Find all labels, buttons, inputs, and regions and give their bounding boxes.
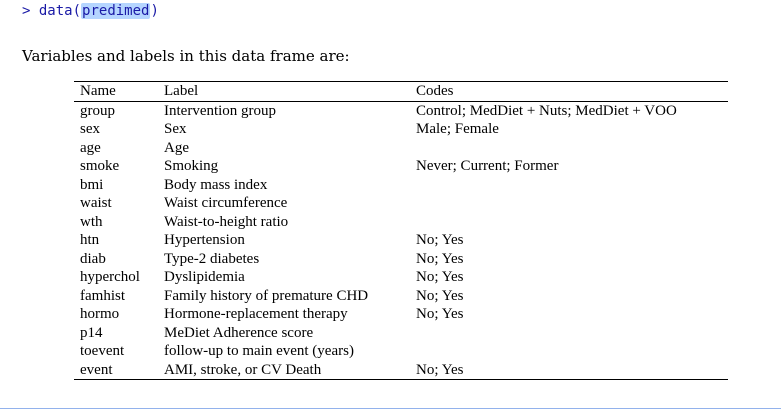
table-row: famhist Family history of premature CHD No… bbox=[74, 287, 728, 306]
cell-name: p14 bbox=[80, 324, 103, 341]
table-row: sex Sex Male; Female bbox=[74, 120, 728, 139]
table-row: age Age bbox=[74, 139, 728, 158]
intro-text: Variables and labels in this data frame … bbox=[22, 47, 350, 65]
cell-codes bbox=[410, 139, 728, 158]
table-row: event AMI, stroke, or CV Death No; Yes bbox=[74, 361, 728, 380]
table-row: smoke Smoking Never; Current; Former bbox=[74, 157, 728, 176]
console-command-line[interactable]: > data(predimed) bbox=[22, 2, 159, 20]
console-close-paren: ) bbox=[150, 3, 159, 19]
cell-label: MeDiet Adherence score bbox=[164, 324, 314, 341]
cell-codes bbox=[410, 342, 728, 361]
header-codes: Codes bbox=[416, 83, 454, 100]
cell-label: Waist-to-height ratio bbox=[164, 213, 289, 230]
cell-codes bbox=[410, 176, 728, 195]
cell-name: event bbox=[80, 361, 113, 378]
cell-name: bmi bbox=[80, 176, 104, 193]
cell-codes bbox=[410, 194, 728, 213]
cell-label: Hormone-replacement therapy bbox=[164, 306, 348, 323]
cell-label: follow-up to main event (years) bbox=[164, 343, 354, 360]
cell-name: toevent bbox=[80, 343, 125, 360]
variables-table-container: Name Label Codes group Intervention group… bbox=[74, 81, 728, 380]
table-row: toevent follow-up to main event (years) bbox=[74, 342, 728, 361]
cell-name: diab bbox=[80, 250, 106, 267]
console-function-call: data( bbox=[38, 3, 82, 19]
cell-codes: No; Yes bbox=[416, 306, 464, 323]
cell-label: AMI, stroke, or CV Death bbox=[164, 361, 322, 378]
header-name: Name bbox=[80, 83, 116, 100]
cell-name: sex bbox=[80, 121, 100, 138]
table-row: bmi Body mass index bbox=[74, 176, 728, 195]
cell-name: waist bbox=[80, 195, 112, 212]
table-row: hormo Hormone-replacement therapy No; Yes bbox=[74, 305, 728, 324]
cell-label: Family history of premature CHD bbox=[164, 287, 369, 304]
cell-label: Dyslipidemia bbox=[164, 269, 245, 286]
table-header: Name Label Codes bbox=[74, 81, 728, 101]
cell-name: htn bbox=[80, 232, 100, 249]
cell-codes bbox=[410, 324, 728, 343]
table-row: waist Waist circumference bbox=[74, 194, 728, 213]
cell-codes: No; Yes bbox=[416, 269, 464, 286]
table-row: htn Hypertension No; Yes bbox=[74, 231, 728, 250]
cell-label: Type-2 diabetes bbox=[164, 250, 260, 267]
cell-name: hormo bbox=[80, 306, 120, 323]
cell-codes bbox=[410, 213, 728, 232]
table-header-row: Name Label Codes bbox=[74, 81, 728, 101]
cell-label: Hypertension bbox=[164, 232, 245, 249]
cell-codes: No; Yes bbox=[416, 361, 464, 378]
table-row: p14 MeDiet Adherence score bbox=[74, 324, 728, 343]
cell-codes: Never; Current; Former bbox=[416, 158, 559, 175]
console-prompt: > bbox=[22, 3, 31, 19]
cell-name: famhist bbox=[80, 287, 125, 304]
cell-codes: Control; MedDiet + Nuts; MedDiet + VOO bbox=[416, 102, 677, 119]
cell-label: Body mass index bbox=[164, 176, 268, 193]
table-row: diab Type-2 diabetes No; Yes bbox=[74, 250, 728, 269]
table-body: group Intervention group Control; MedDiet … bbox=[74, 101, 728, 380]
cell-name: group bbox=[80, 102, 115, 119]
cell-name: hyperchol bbox=[80, 269, 140, 286]
cell-codes: No; Yes bbox=[416, 287, 464, 304]
selected-argument-text[interactable]: predimed bbox=[81, 3, 151, 19]
table-row: wth Waist-to-height ratio bbox=[74, 213, 728, 232]
cell-codes: No; Yes bbox=[416, 250, 464, 267]
cell-name: smoke bbox=[80, 158, 120, 175]
table-row: group Intervention group Control; MedDiet … bbox=[74, 101, 728, 120]
cell-codes: Male; Female bbox=[416, 121, 499, 138]
output-divider bbox=[0, 408, 781, 409]
variables-table: Name Label Codes group Intervention group… bbox=[74, 81, 728, 380]
cell-label: Intervention group bbox=[164, 102, 277, 119]
header-label: Label bbox=[164, 83, 199, 100]
cell-label: Waist circumference bbox=[164, 195, 288, 212]
table-row: hyperchol Dyslipidemia No; Yes bbox=[74, 268, 728, 287]
cell-name: age bbox=[80, 139, 101, 156]
cell-codes: No; Yes bbox=[416, 232, 464, 249]
cell-label: Age bbox=[164, 139, 189, 156]
cell-label: Sex bbox=[164, 121, 187, 138]
cell-label: Smoking bbox=[164, 158, 219, 175]
cell-name: wth bbox=[80, 213, 103, 230]
